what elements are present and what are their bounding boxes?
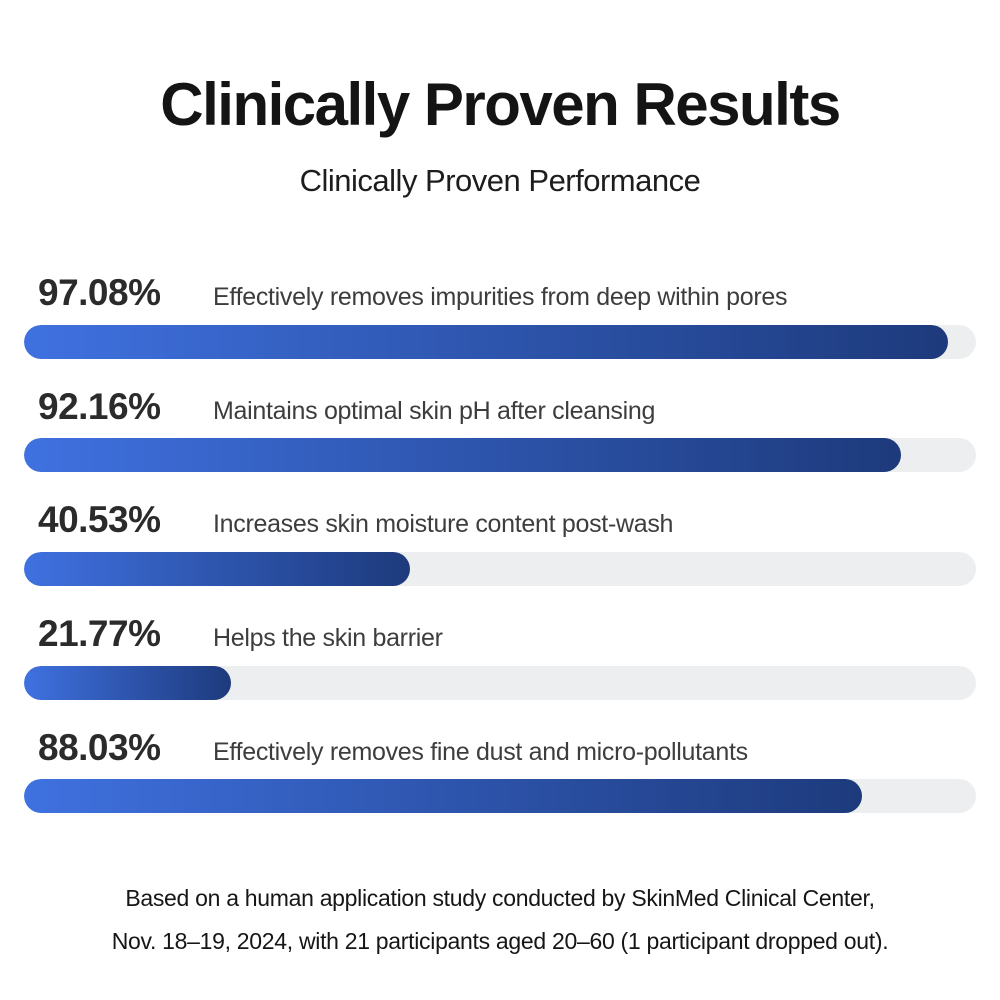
result-value: 88.03% — [38, 726, 161, 768]
footnote-line1: Based on a human application study condu… — [125, 885, 875, 912]
page-title: Clinically Proven Results — [160, 71, 841, 138]
result-value: 40.53% — [38, 499, 161, 541]
progress-fill — [24, 438, 902, 473]
result-row: 92.16% Maintains optimal skin pH after c… — [24, 385, 976, 473]
result-label: 92.16% Maintains optimal skin pH after c… — [24, 385, 976, 428]
footnote-line2: Nov. 18–19, 2024, with 21 participants a… — [111, 927, 889, 954]
header: Clinically Proven Results Clinically Pro… — [0, 70, 1000, 199]
result-description: Increases skin moisture content post-was… — [213, 510, 674, 539]
progress-track — [24, 324, 976, 359]
page-subtitle: Clinically Proven Performance — [299, 163, 701, 198]
progress-fill — [24, 552, 410, 587]
result-label: 21.77% Helps the skin barrier — [24, 613, 976, 655]
result-label: 88.03% Effectively removes fine dust and… — [24, 726, 976, 769]
progress-fill — [24, 779, 863, 814]
results-list: 97.08% Effectively removes impurities fr… — [0, 272, 1000, 814]
progress-track — [24, 665, 976, 700]
progress-track — [24, 779, 976, 814]
progress-track — [24, 438, 976, 473]
progress-fill — [24, 324, 949, 359]
result-description: Effectively removes impurities from deep… — [213, 283, 788, 311]
footnote: Based on a human application study condu… — [0, 877, 1000, 962]
result-label: 97.08% Effectively removes impurities fr… — [24, 272, 976, 314]
result-value: 21.77% — [38, 613, 161, 655]
result-value: 92.16% — [38, 385, 161, 427]
result-description: Maintains optimal skin pH after cleansin… — [213, 396, 656, 425]
result-value: 97.08% — [38, 272, 161, 313]
result-description: Effectively removes fine dust and micro-… — [213, 737, 748, 766]
result-row: 97.08% Effectively removes impurities fr… — [24, 272, 976, 359]
result-row: 21.77% Helps the skin barrier — [24, 613, 976, 700]
progress-track — [24, 552, 976, 587]
result-row: 40.53% Increases skin moisture content p… — [24, 500, 976, 587]
result-description: Helps the skin barrier — [213, 624, 443, 653]
result-row: 88.03% Effectively removes fine dust and… — [24, 726, 976, 814]
result-label: 40.53% Increases skin moisture content p… — [24, 500, 976, 541]
progress-fill — [24, 665, 232, 700]
